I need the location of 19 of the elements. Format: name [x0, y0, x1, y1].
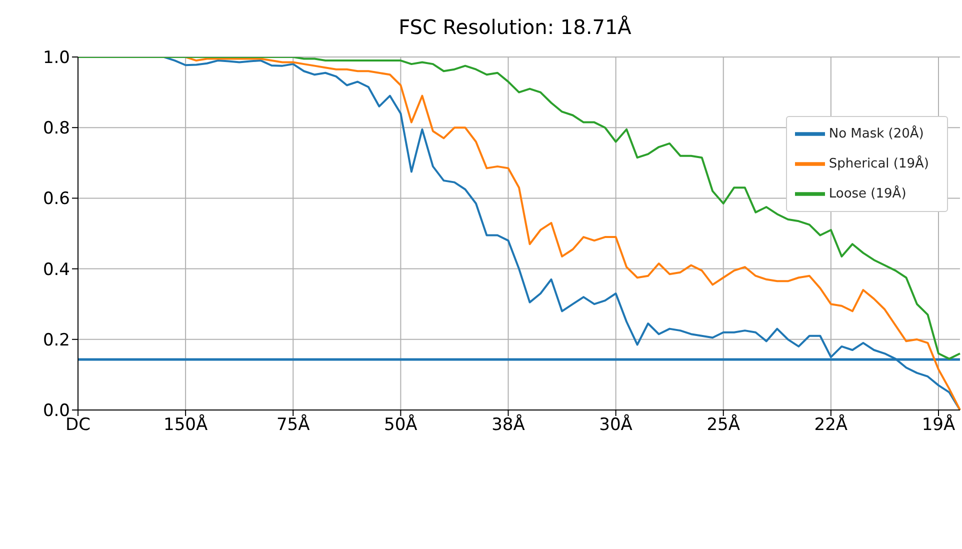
- x-tick-label: 150Å: [164, 414, 208, 436]
- legend-label: Loose (19Å): [828, 186, 906, 202]
- line-series: [77, 57, 961, 360]
- x-tick-label: 38Å: [492, 414, 526, 436]
- chart-title: FSC Resolution: 18.71Å: [398, 14, 632, 41]
- legend-label: No Mask (20Å): [828, 126, 924, 142]
- x-tick-label: 75Å: [276, 414, 310, 436]
- y-tick-label: 0.6: [42, 189, 70, 210]
- x-tick-label: 22Å: [814, 414, 848, 436]
- x-tick-label: 30Å: [599, 414, 633, 436]
- y-tick-label: 0.2: [42, 330, 70, 350]
- y-tick-label: 0.4: [42, 260, 70, 280]
- x-tick-label: DC: [66, 415, 90, 436]
- legend-label: Spherical (19Å): [828, 156, 929, 172]
- x-tick-label: 19Å: [922, 414, 956, 436]
- y-tick-label: 0.8: [42, 118, 70, 139]
- x-tick-label: 25Å: [706, 414, 740, 436]
- y-tick-label: 1.0: [42, 48, 70, 68]
- x-tick-label: 50Å: [384, 414, 418, 436]
